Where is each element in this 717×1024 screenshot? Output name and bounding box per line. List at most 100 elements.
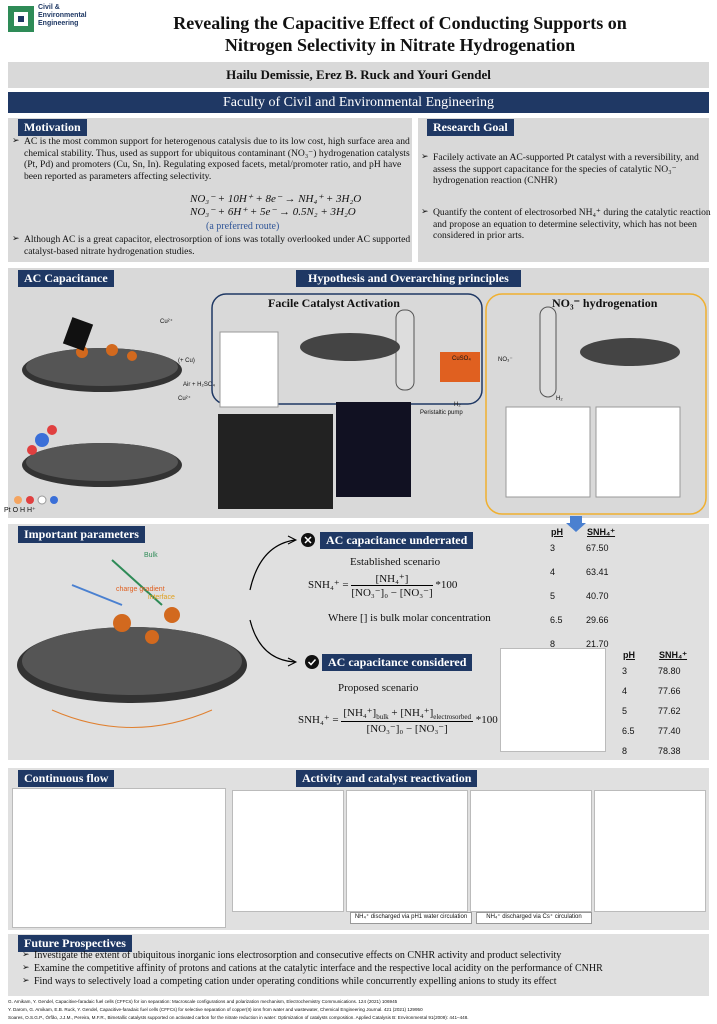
section-heading: Research Goal (427, 119, 514, 136)
section-heading: AC capacitance considered (322, 654, 473, 671)
table-cell: 63.41 (586, 567, 609, 577)
bullet: AC is the most common support for hetero… (12, 136, 419, 182)
table-cell: 77.62 (658, 706, 681, 716)
reference: Soares, O.S.G.P., Órfão, J.J.M., Pereira… (8, 1015, 469, 1020)
label: Bulk (144, 552, 158, 559)
section-heading: Motivation (18, 119, 87, 136)
bullet: Facilely activate an AC-supported Pt cat… (421, 152, 715, 187)
label: Cu²⁺ (160, 319, 173, 325)
title-line: Nitrogen Selectivity in Nitrate Hydrogen… (224, 35, 576, 55)
section-heading: Hypothesis and Overarching principles (296, 270, 521, 287)
note: Where [] is bulk molar concentration (328, 612, 491, 624)
table-row: 5 77.62 (622, 706, 710, 726)
ac-figure (14, 317, 182, 505)
logo-icon (8, 6, 34, 32)
section-heading: Important parameters (18, 526, 145, 543)
logo-text: Civil & Environmental Engineering (38, 4, 87, 28)
table-cell: 4 (550, 567, 556, 577)
label: Air + H₂SO₄ (183, 382, 215, 388)
table-cell: 8 (622, 746, 628, 756)
faculty-bar: Faculty of Civil and Environmental Engin… (8, 92, 709, 113)
logo-line: Civil & (38, 4, 60, 11)
numerator-part: bulk (376, 713, 389, 722)
hypothesis-frames (211, 293, 707, 515)
label: CuSO₄ (452, 356, 471, 362)
table-cell: 77.40 (658, 726, 681, 736)
activity-plot (232, 790, 344, 912)
table-row: 8 21.70 (550, 639, 638, 663)
equation: NO₃⁻ + 10H⁺ + 8e⁻ → NH₄⁺ + 3H₂O (190, 193, 362, 205)
denominator: [NO₃⁻]₀ − [NO₃⁻] (351, 587, 433, 599)
selectivity-plot (500, 648, 606, 752)
formula: SNH₄⁺ = [NH₄⁺]bulk + [NH₄⁺]electrosorbed… (298, 706, 498, 735)
table-cell: 3 (550, 543, 556, 553)
data-table: pH SNH₄⁺ 3 67.50 4 63.41 5 40.70 6.5 29.66 8 21.70 (550, 525, 638, 663)
note: (a preferred route) (206, 221, 280, 232)
table-row: 4 63.41 (550, 567, 638, 591)
activity-plot (594, 790, 706, 912)
header-cell: pH (551, 527, 563, 537)
activity-plot (346, 790, 468, 912)
title: Revealing the Capacitive Effect of Condu… (90, 12, 710, 56)
bullet: Quantify the content of electrosorbed NH… (421, 207, 715, 242)
params-figure (17, 559, 247, 728)
label: O (12, 507, 19, 514)
table-cell: 40.70 (586, 591, 609, 601)
table-cell: 4 (622, 686, 628, 696)
label: NO₃⁻ (498, 357, 513, 363)
scenario: Proposed scenario (338, 682, 419, 694)
numerator-part: + [NH₄⁺] (388, 707, 434, 719)
label: interface (148, 594, 175, 601)
section-heading: AC Capacitance (18, 270, 114, 287)
section-heading: Continuous flow (18, 770, 115, 787)
table-row: 6.5 77.40 (622, 726, 710, 746)
cross-icon (301, 533, 315, 547)
table-row: 4 77.66 (622, 686, 710, 706)
activity-plot (470, 790, 592, 912)
table-2: pH SNH₄⁺ 3 78.80 4 77.66 5 77.62 6.5 77.40 8 78.38 (622, 648, 710, 766)
table-cell: 78.38 (658, 746, 681, 756)
subheading: Facile Catalyst Activation (268, 296, 400, 310)
bullet: Find ways to selectively load a competin… (22, 976, 714, 988)
caption: NH₄⁺ discharged via Cs⁺ circulation (476, 912, 592, 924)
check-icon (305, 655, 319, 669)
numerator: [NH₄⁺]bulk + [NH₄⁺]electrosorbed (341, 706, 473, 723)
table-cell: 6.5 (622, 726, 635, 736)
title-line: Revealing the Capacitive Effect of Condu… (173, 13, 627, 33)
bullet: Examine the competitive affinity of prot… (22, 963, 714, 975)
header-row: pH SNH₄⁺ (622, 648, 710, 662)
table-cell: 6.5 (550, 615, 563, 625)
bullet: Investigate the extent of ubiquitous ino… (22, 950, 714, 962)
table-cell: 5 (550, 591, 556, 601)
logo-line: Engineering (38, 20, 79, 27)
label: (+ Cu) (178, 358, 195, 364)
section-heading: Future Prospectives (18, 935, 132, 952)
factor: *100 (475, 714, 498, 727)
table-cell: 78.80 (658, 666, 681, 676)
label: Pt (4, 507, 11, 514)
header-cell: pH (623, 650, 635, 660)
denominator: [NO₃⁻]₀ − [NO₃⁻] (366, 723, 448, 736)
down-arrow (566, 516, 586, 532)
table-row: 6.5 29.66 (550, 615, 638, 639)
label: H⁺ (27, 507, 36, 514)
table-row: 8 78.38 (622, 746, 710, 766)
formula: SNH₄⁺ = [NH₄⁺] [NO₃⁻]₀ − [NO₃⁻] *100 (308, 572, 457, 599)
header-cell: SNH₄⁺ (587, 526, 616, 537)
table-cell: 77.66 (658, 686, 681, 696)
numerator-part: electrosorbed (433, 713, 471, 722)
table-1: pH SNH₄⁺ 3 67.50 4 63.41 5 40.70 6.5 29.66 8 21.70 (550, 525, 638, 663)
reference: Y. Darom, G. Amikam, E.B. Ruck, Y. Gende… (8, 1007, 423, 1012)
table-cell: 29.66 (586, 615, 609, 625)
label: Cu²⁺ (178, 396, 191, 402)
subheading: NO₃⁻ hydrogenation (552, 296, 658, 310)
table-row: 5 40.70 (550, 591, 638, 615)
bullet: Although AC is a great capacitor, electr… (12, 234, 419, 257)
arrows (249, 535, 298, 667)
numerator: [NH₄⁺] (351, 572, 433, 586)
references: G. Amikam, Y. Gendel, Capacitive-faradai… (8, 998, 708, 1022)
table-row: 3 67.50 (550, 539, 638, 567)
legend-labels: Pt O H H⁺ (4, 506, 36, 514)
table-cell: 21.70 (586, 639, 609, 649)
